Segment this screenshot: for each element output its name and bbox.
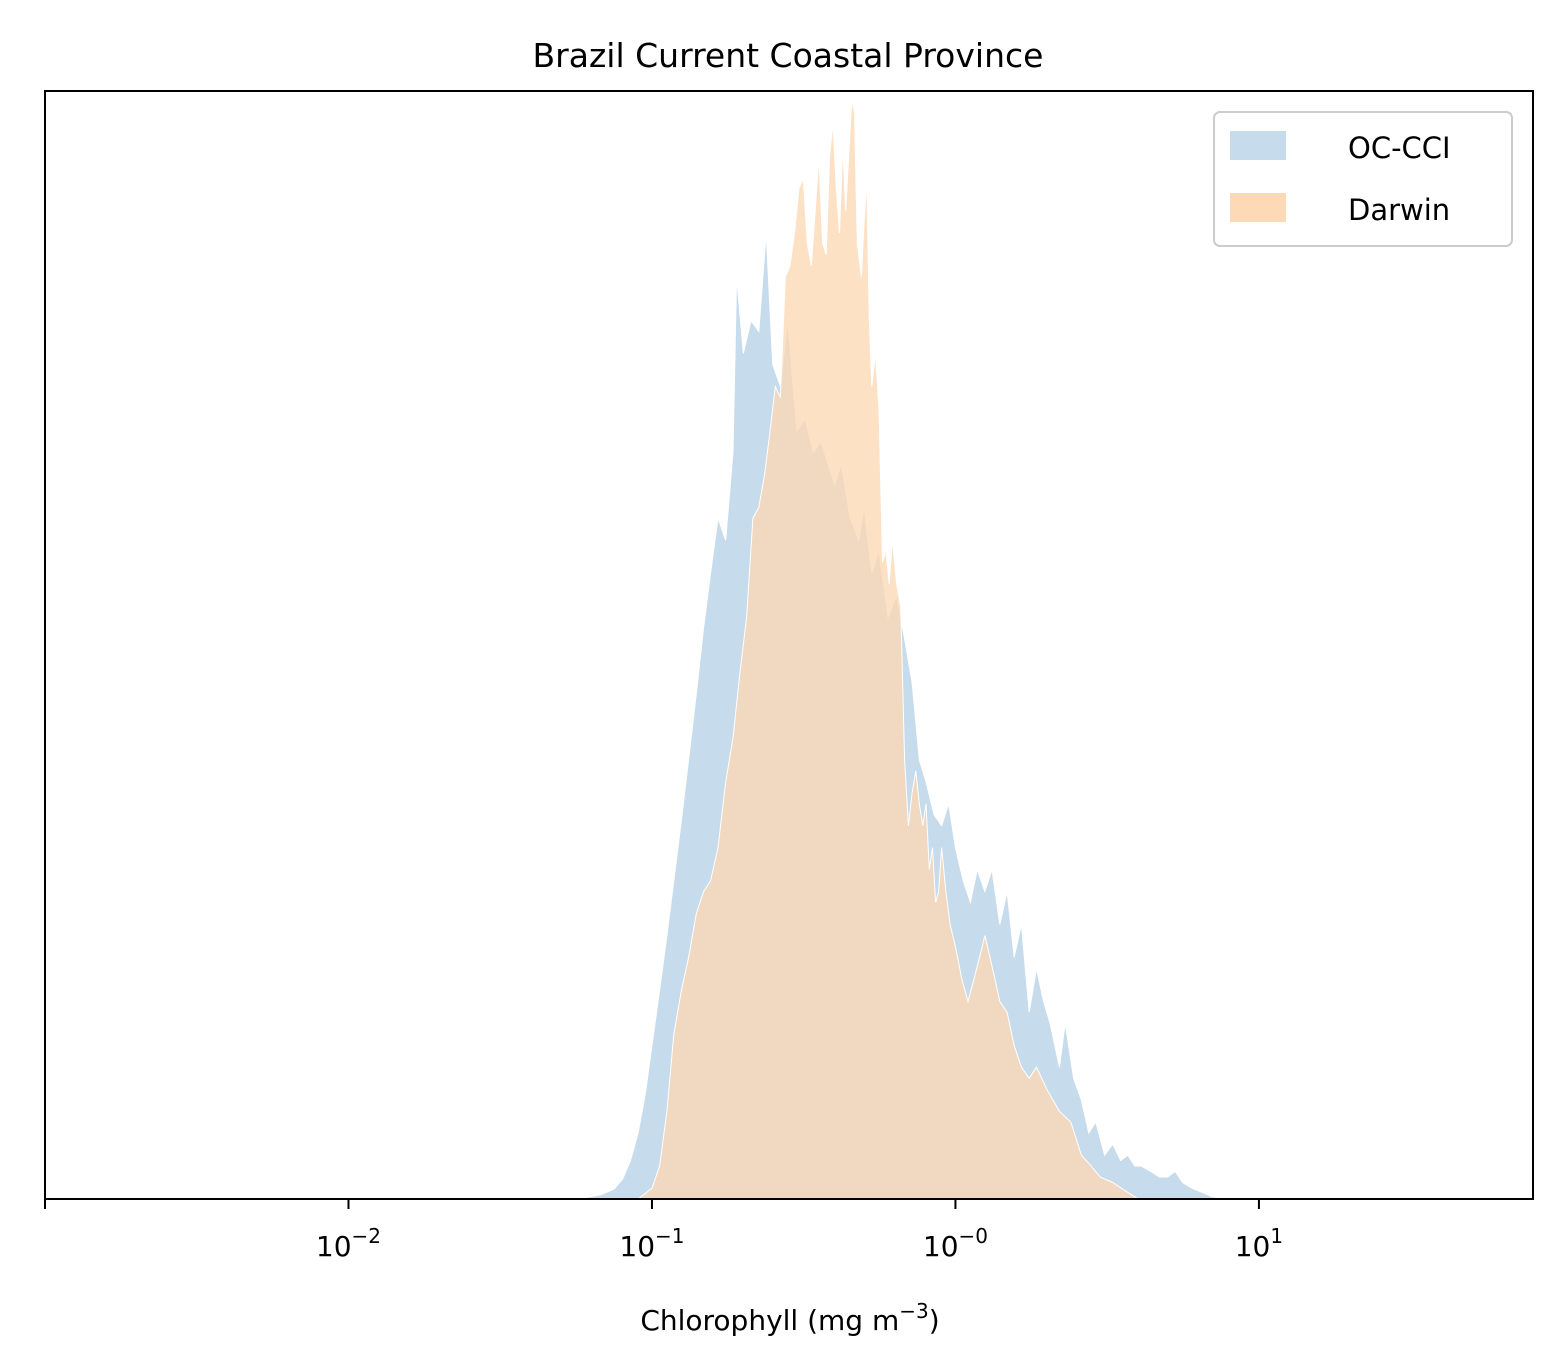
legend-label-occci: OC-CCI — [1348, 131, 1451, 165]
axes-frame — [44, 90, 1534, 1200]
x-axis-label-tail: ) — [929, 1304, 940, 1337]
x-tick-label: 101 — [1235, 1224, 1283, 1263]
x-axis-label: Chlorophyll (mg m−3) — [640, 1299, 939, 1337]
x-axis-label-main: Chlorophyll (mg m — [640, 1304, 899, 1337]
x-tick-label: 10−0 — [923, 1224, 988, 1263]
legend-swatch-occci — [1230, 131, 1286, 160]
legend: OC-CCI Darwin — [1213, 111, 1513, 247]
series-area-darwin — [636, 100, 1140, 1200]
legend-box — [1213, 111, 1513, 247]
x-axis-label-superscript: −3 — [899, 1299, 928, 1323]
x-axis: 10−2 10−1 10−0 101 — [44, 1199, 1283, 1263]
legend-label-darwin: Darwin — [1348, 193, 1450, 227]
x-tick-label: 10−1 — [619, 1224, 684, 1263]
x-tick-label: 10−2 — [316, 1224, 381, 1263]
legend-swatch-darwin — [1230, 193, 1286, 222]
chart-title: Brazil Current Coastal Province — [533, 36, 1044, 75]
plot-area — [560, 100, 1230, 1200]
